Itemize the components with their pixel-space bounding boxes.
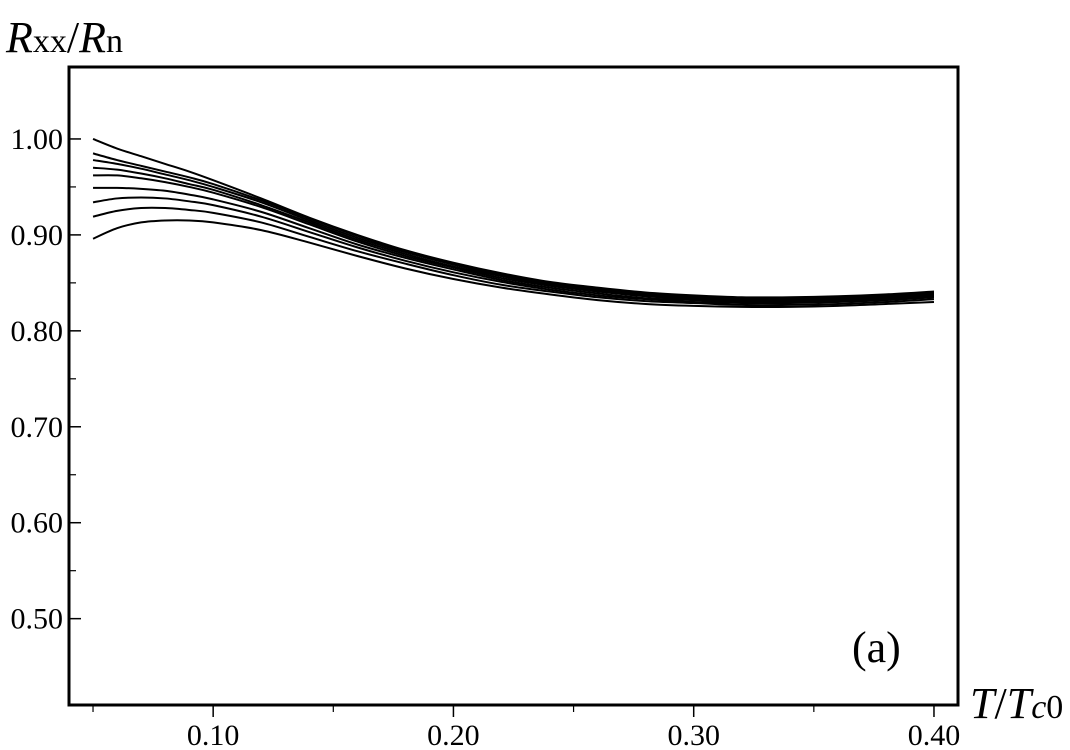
x-axis-title-main2: T	[1007, 679, 1035, 728]
x-axis-title-subscript: 0	[1046, 689, 1063, 726]
x-tick-label: 0.40	[908, 719, 961, 750]
x-axis-title-slash: /	[994, 679, 1007, 728]
y-tick-label: 0.90	[11, 219, 64, 252]
y-axis-title-subscript2: n	[106, 23, 123, 60]
x-tick-label: 0.10	[187, 719, 240, 750]
tick-labels: 0.10 0.20 0.30 0.40 0.50 0.60 0.70 0.80 0.90 1.00	[11, 123, 961, 750]
y-tick-label: 0.70	[11, 411, 64, 444]
y-axis-title-main: R	[5, 13, 33, 62]
series-line-8	[92, 206, 935, 307]
y-axis-title-slash: /	[67, 13, 80, 62]
panel-label: (a)	[852, 623, 901, 672]
x-axis-title-subscript-italic: c	[1031, 689, 1046, 726]
tick-marks	[69, 138, 935, 717]
y-axis-title-main2: R	[78, 13, 106, 62]
y-tick-label: 0.50	[11, 603, 64, 636]
y-axis-title-subscript: xx	[33, 23, 67, 60]
x-axis-title: T/Tc0	[970, 679, 1063, 728]
series-line-9	[92, 219, 935, 308]
y-tick-label: 0.80	[11, 315, 64, 348]
x-axis-title-main: T	[970, 679, 998, 728]
x-tick-label: 0.20	[427, 719, 480, 750]
y-tick-label: 1.00	[11, 123, 64, 156]
plot-frame	[67, 65, 960, 707]
x-tick-label: 0.30	[667, 719, 720, 750]
y-tick-label: 0.60	[11, 507, 64, 540]
series-line-7	[92, 196, 935, 305]
y-axis-title: Rxx/Rn	[5, 13, 123, 62]
series-group	[92, 138, 935, 308]
